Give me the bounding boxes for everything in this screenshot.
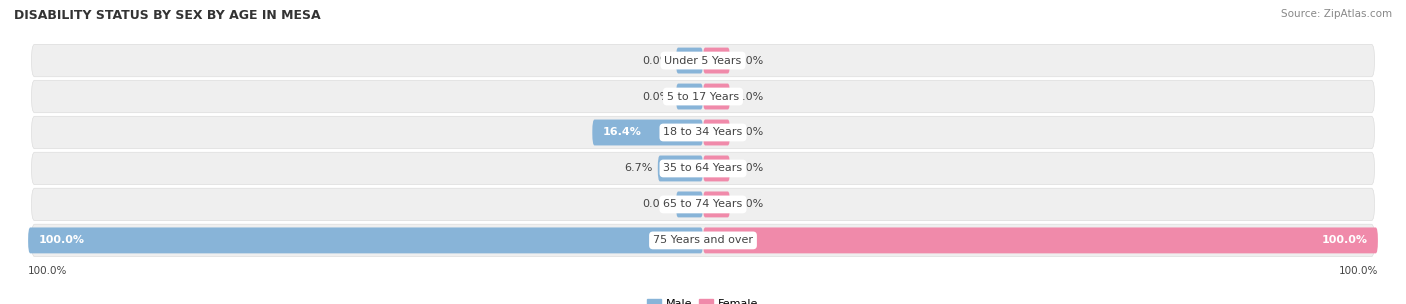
- FancyBboxPatch shape: [676, 192, 703, 217]
- FancyBboxPatch shape: [31, 80, 1375, 113]
- FancyBboxPatch shape: [703, 227, 1378, 253]
- Text: 16.4%: 16.4%: [602, 127, 641, 137]
- Text: 100.0%: 100.0%: [38, 235, 84, 245]
- FancyBboxPatch shape: [31, 224, 1375, 257]
- Text: 18 to 34 Years: 18 to 34 Years: [664, 127, 742, 137]
- Text: 0.0%: 0.0%: [643, 92, 671, 102]
- Text: 100.0%: 100.0%: [1322, 235, 1368, 245]
- FancyBboxPatch shape: [31, 152, 1375, 185]
- Text: 0.0%: 0.0%: [643, 199, 671, 209]
- Text: 65 to 74 Years: 65 to 74 Years: [664, 199, 742, 209]
- Text: 6.7%: 6.7%: [624, 164, 652, 174]
- FancyBboxPatch shape: [676, 48, 703, 74]
- Text: 100.0%: 100.0%: [1339, 266, 1378, 276]
- Text: 0.0%: 0.0%: [735, 56, 763, 66]
- Text: DISABILITY STATUS BY SEX BY AGE IN MESA: DISABILITY STATUS BY SEX BY AGE IN MESA: [14, 9, 321, 22]
- FancyBboxPatch shape: [31, 44, 1375, 77]
- Legend: Male, Female: Male, Female: [643, 294, 763, 304]
- Text: 100.0%: 100.0%: [28, 266, 67, 276]
- Text: Source: ZipAtlas.com: Source: ZipAtlas.com: [1281, 9, 1392, 19]
- FancyBboxPatch shape: [703, 119, 730, 145]
- Text: 0.0%: 0.0%: [643, 56, 671, 66]
- FancyBboxPatch shape: [703, 48, 730, 74]
- FancyBboxPatch shape: [592, 119, 703, 145]
- Text: 0.0%: 0.0%: [735, 127, 763, 137]
- FancyBboxPatch shape: [31, 116, 1375, 149]
- Text: Under 5 Years: Under 5 Years: [665, 56, 741, 66]
- FancyBboxPatch shape: [676, 84, 703, 109]
- Text: 0.0%: 0.0%: [735, 199, 763, 209]
- Text: 0.0%: 0.0%: [735, 164, 763, 174]
- FancyBboxPatch shape: [31, 188, 1375, 221]
- Text: 35 to 64 Years: 35 to 64 Years: [664, 164, 742, 174]
- FancyBboxPatch shape: [28, 227, 703, 253]
- Text: 5 to 17 Years: 5 to 17 Years: [666, 92, 740, 102]
- FancyBboxPatch shape: [703, 84, 730, 109]
- Text: 75 Years and over: 75 Years and over: [652, 235, 754, 245]
- FancyBboxPatch shape: [703, 156, 730, 181]
- FancyBboxPatch shape: [703, 192, 730, 217]
- Text: 0.0%: 0.0%: [735, 92, 763, 102]
- FancyBboxPatch shape: [658, 156, 703, 181]
